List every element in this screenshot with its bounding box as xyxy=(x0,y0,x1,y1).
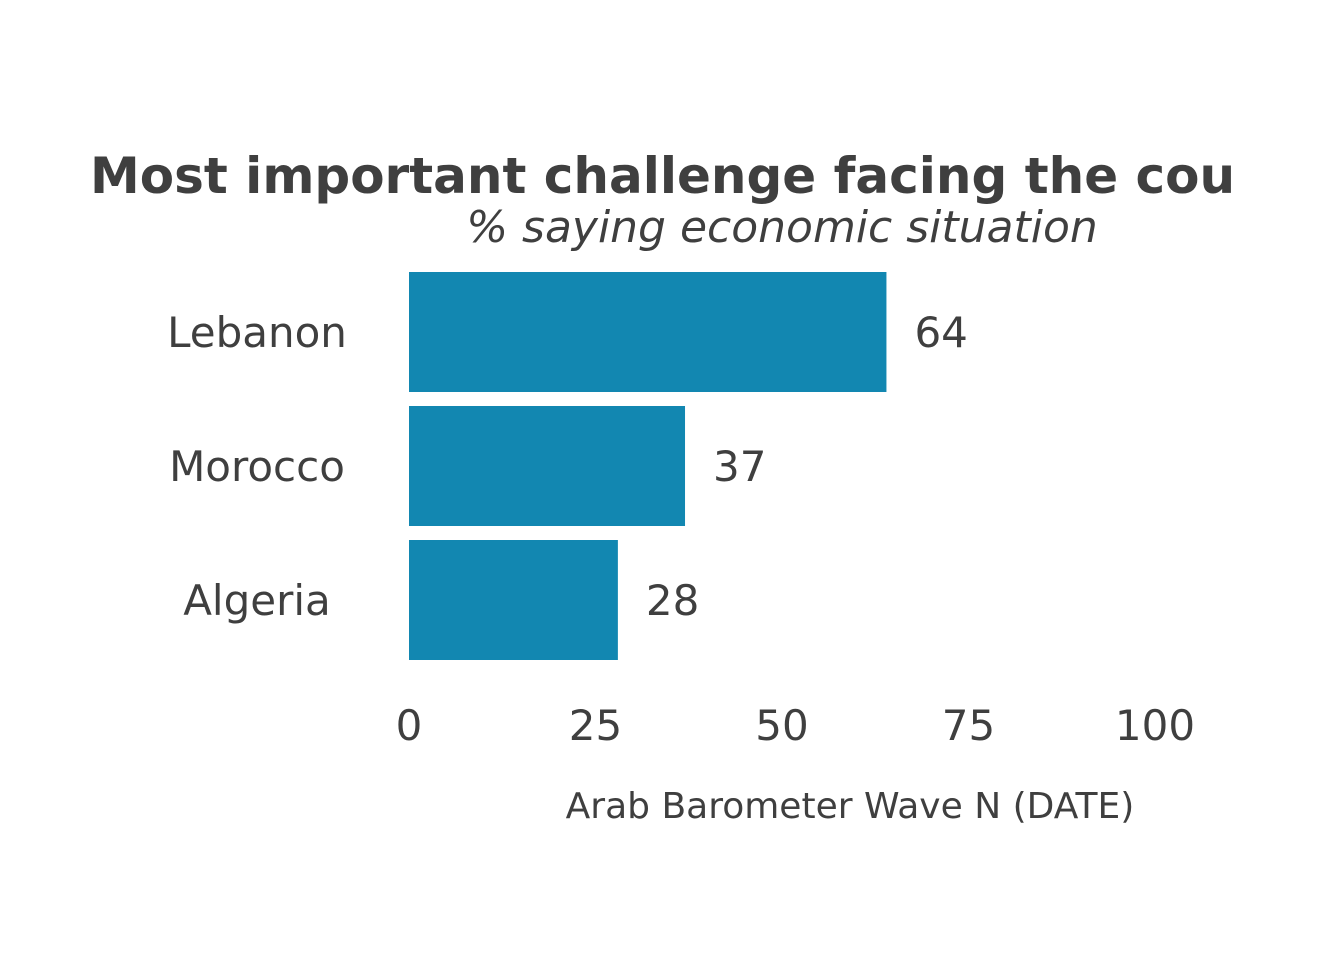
value-labels: 64 37 28 xyxy=(646,308,968,625)
chart-title: Most important challenge facing the cou xyxy=(90,147,1235,205)
category-label: Morocco xyxy=(169,442,345,491)
bar-lebanon xyxy=(409,272,887,392)
bar-morocco xyxy=(409,406,686,526)
value-label: 28 xyxy=(646,576,699,625)
category-label: Algeria xyxy=(183,576,331,625)
x-tick-label: 50 xyxy=(755,701,808,750)
category-label: Lebanon xyxy=(167,308,347,357)
bars-layer xyxy=(409,272,887,660)
category-labels: Lebanon Morocco Algeria xyxy=(167,308,347,625)
x-tick-label: 0 xyxy=(396,701,423,750)
bar-algeria xyxy=(409,540,618,660)
x-tick-label: 75 xyxy=(942,701,995,750)
chart-subtitle: % saying economic situation xyxy=(466,202,1098,253)
x-axis-title: Arab Barometer Wave N (DATE) xyxy=(566,786,1135,827)
value-label: 64 xyxy=(914,308,967,357)
x-axis-ticks: 0 25 50 75 100 xyxy=(396,701,1195,750)
x-tick-label: 25 xyxy=(569,701,622,750)
value-label: 37 xyxy=(713,442,766,491)
x-tick-label: 100 xyxy=(1115,701,1195,750)
